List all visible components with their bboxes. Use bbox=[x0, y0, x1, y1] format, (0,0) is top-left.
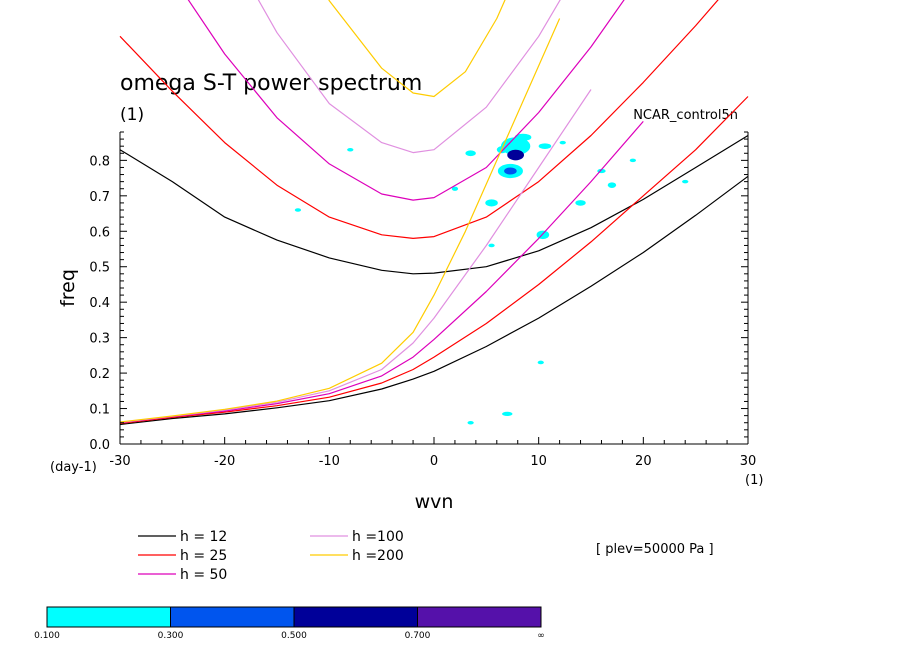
colorbar-label: 0.500 bbox=[281, 631, 307, 641]
y-tick-label: 0.4 bbox=[89, 296, 110, 311]
y-tick-label: 0.2 bbox=[89, 367, 110, 382]
y-unit-label: (day-1) bbox=[50, 460, 97, 475]
contour-patch bbox=[294, 208, 302, 212]
chart-title: omega S-T power spectrum bbox=[120, 71, 422, 96]
colorbar-segment bbox=[293, 606, 418, 628]
legend-label: h =100 bbox=[352, 529, 404, 545]
x-tick-label: 10 bbox=[530, 454, 547, 469]
x-tick-label: 20 bbox=[635, 454, 652, 469]
colorbar-label: 0.100 bbox=[34, 631, 60, 641]
contour-patch bbox=[467, 420, 474, 425]
series-line-5-upper bbox=[328, 0, 506, 98]
series-line-2-upper bbox=[119, 0, 719, 239]
dispersion-curves bbox=[119, 0, 749, 426]
contour-patch bbox=[504, 167, 517, 175]
contour-patch bbox=[537, 360, 544, 365]
chart-subtitle: (1) bbox=[120, 105, 144, 125]
colorbar-label: 0.300 bbox=[158, 631, 184, 641]
contour-patch bbox=[607, 182, 617, 189]
legend-label: h = 12 bbox=[180, 529, 227, 545]
contour-patch bbox=[502, 411, 513, 416]
contour-patches bbox=[294, 133, 689, 425]
contour-patch bbox=[507, 149, 525, 161]
y-tick-label: 0.8 bbox=[89, 154, 110, 169]
series-line-3-lower bbox=[119, 121, 644, 424]
x-tick-label: 0 bbox=[430, 454, 438, 469]
y-axis-label: freq bbox=[57, 269, 79, 307]
colorbar-segment bbox=[46, 606, 171, 628]
x-tick-label: -30 bbox=[109, 454, 130, 469]
y-tick-label: 0.3 bbox=[89, 332, 110, 347]
y-tick-label: 0.1 bbox=[89, 403, 110, 418]
contour-patch bbox=[682, 179, 689, 184]
x-tick-label: -10 bbox=[319, 454, 340, 469]
contour-patch bbox=[514, 133, 532, 141]
colorbar-label: 0.700 bbox=[405, 631, 431, 641]
colorbar-segment bbox=[170, 606, 295, 628]
contour-patch bbox=[347, 147, 354, 152]
contour-patch bbox=[575, 200, 586, 206]
x-unit-label: (1) bbox=[745, 473, 763, 488]
legend: h = 12 h = 25 h = 50 h =100 h =200 bbox=[138, 529, 404, 583]
x-tick-label: -20 bbox=[214, 454, 235, 469]
x-axis-label: wvn bbox=[415, 491, 454, 513]
series-line-4-upper bbox=[257, 0, 561, 154]
x-tick-label: 30 bbox=[740, 454, 757, 469]
legend-label: h =200 bbox=[352, 548, 404, 564]
pressure-annotation: [ plev=50000 Pa ] bbox=[596, 542, 714, 557]
color-bar: 0.100 0.300 0.500 0.700 ∞ bbox=[34, 606, 545, 641]
y-tick-label: 0.7 bbox=[89, 190, 110, 205]
colorbar-segment bbox=[417, 606, 542, 628]
series-line-5-lower bbox=[119, 18, 561, 423]
contour-patch bbox=[451, 186, 459, 191]
series-line-1-lower bbox=[119, 175, 749, 426]
contour-patch bbox=[559, 140, 566, 145]
legend-label: h = 50 bbox=[180, 567, 227, 583]
dataset-label: NCAR_control5n bbox=[633, 108, 738, 123]
contour-patch bbox=[465, 150, 476, 157]
axis-ticks: -30 -20 -10 0 10 20 30 0.0 0.1 0.2 0.3 0.4 0.5 0.6 0.7… bbox=[89, 131, 757, 469]
contour-patch bbox=[485, 199, 498, 207]
plot-frame bbox=[119, 132, 749, 445]
legend-label: h = 25 bbox=[180, 548, 227, 564]
colorbar-label: ∞ bbox=[537, 631, 545, 641]
contour-patch bbox=[488, 243, 495, 248]
y-tick-label: 0.6 bbox=[89, 225, 110, 240]
y-tick-label: 0.0 bbox=[89, 438, 110, 453]
series-line-1-upper bbox=[119, 134, 749, 275]
series-line-3-upper bbox=[187, 0, 625, 201]
contour-patch bbox=[500, 137, 531, 156]
contour-patch bbox=[629, 158, 637, 163]
y-tick-label: 0.5 bbox=[89, 261, 110, 276]
series-line-2-lower bbox=[119, 96, 749, 424]
contour-patch bbox=[538, 143, 552, 150]
